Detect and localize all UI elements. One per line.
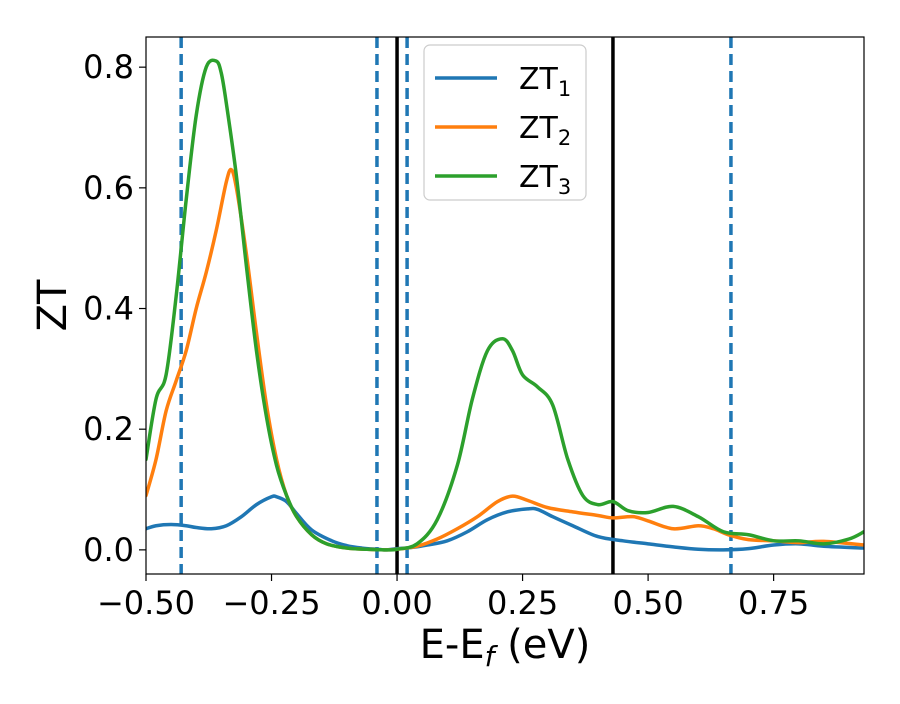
legend-box: [423, 44, 587, 201]
y-tick-label: 0.0: [83, 531, 134, 569]
x-axis-label-unit: (eV): [494, 622, 590, 668]
x-tick-label: −0.25: [222, 584, 320, 622]
y-tick-label: 0.6: [83, 169, 134, 207]
y-axis-label: ZT: [30, 279, 76, 331]
legend: ZT1 ZT2 ZT3: [423, 44, 587, 201]
legend-label: ZT3: [519, 160, 571, 199]
reference-lines: [179, 37, 733, 574]
y-tick-label: 0.8: [83, 48, 134, 86]
series-line-zt2: [146, 167, 864, 552]
y-axis-ticks: 0.0 0.2 0.4 0.6 0.8: [83, 48, 146, 569]
x-tick-label: 0.75: [738, 584, 809, 622]
series-line-zt3: [146, 58, 864, 552]
y-tick-label: 0.4: [83, 290, 134, 328]
x-tick-label: −0.50: [97, 584, 195, 622]
x-tick-label: 0.25: [487, 584, 558, 622]
x-axis-ticks: −0.50 −0.25 0.00 0.25 0.50 0.75: [97, 574, 809, 622]
legend-label: ZT1: [519, 62, 571, 101]
x-tick-label: 0.00: [361, 584, 432, 622]
x-axis-label-main: E-E: [420, 622, 485, 668]
x-axis-label: E-Ef (eV): [420, 622, 591, 673]
y-tick-label: 0.2: [83, 410, 134, 448]
legend-item-zt3: ZT3: [435, 160, 571, 199]
series-lines: [146, 58, 864, 552]
legend-item-zt2: ZT2: [435, 111, 571, 150]
legend-item-zt1: ZT1: [435, 62, 571, 101]
legend-label: ZT2: [519, 111, 571, 150]
plot-area-frame: [145, 36, 865, 575]
x-tick-label: 0.50: [612, 584, 683, 622]
